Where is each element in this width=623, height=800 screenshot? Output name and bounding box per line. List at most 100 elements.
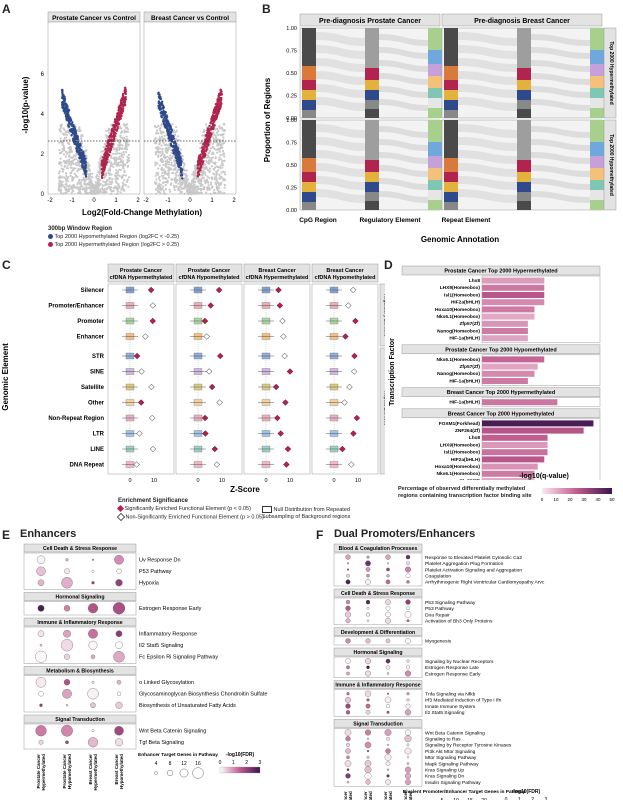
dotplot-color-tick: 0: [505, 797, 508, 800]
dotplot-dot: [366, 698, 370, 702]
dotplot-dot: [346, 573, 350, 578]
dotplot-dot: [405, 779, 411, 785]
dotplot-color-tick: 0: [219, 760, 222, 766]
dotplot-term-label: Tgf Beta Signaling: [139, 740, 184, 746]
dotplot-term-label: P53 Signaling Pathway: [425, 600, 476, 606]
dotplot-size-tick: 5: [441, 798, 444, 800]
dotplot-col-label: Prostate Cancer: [343, 791, 348, 800]
dotplot-term-label: Il2 Stat5 Signaling: [425, 710, 465, 716]
panel-d-legend-tick: 40: [595, 497, 601, 502]
panel-a-xtick: -1: [165, 198, 171, 204]
dotplot-color-tick: 2: [245, 760, 248, 766]
dotplot-dot: [405, 566, 411, 573]
dotplot-dot: [91, 680, 95, 684]
panel-c-row-label: Other: [88, 401, 105, 407]
panel-b-ylabel: Proportion of Regions: [263, 77, 272, 162]
panel-d-tf-label: FOXM1(Forkhead): [439, 421, 481, 427]
dotplot-term-label: Hypoxia: [139, 581, 160, 587]
panel-c-xlabel: Z-Score: [230, 485, 260, 494]
dotplot-group-title: Cell Death & Stress Response: [43, 546, 117, 552]
dotplot-dot: [63, 605, 71, 612]
dotplot-dot: [404, 735, 412, 743]
panel-d-tf-label: Nanog(Homeobox): [437, 328, 480, 334]
dotplot-dot: [365, 729, 371, 736]
dotplot-term-label: Pi3k Akt Mtor Signaling: [425, 749, 476, 755]
dotplot-group-title: Signal Transduction: [55, 717, 105, 723]
panel-a-xtick: 0: [92, 198, 96, 204]
panel-c-xtick: 10: [287, 478, 293, 484]
panel-a-ytick: 2: [41, 152, 45, 158]
panel-d-tf-label: Isl1(Homeobox): [444, 450, 480, 456]
dotplot-dot: [386, 567, 390, 572]
panel-c-row-label: STR: [92, 354, 105, 360]
panel-c-xtick: 0: [332, 478, 335, 484]
panel-b-ytick: 0.00: [286, 116, 297, 122]
dotplot-term-label: Glycosaminoglycan Biosynthesis Chondroit…: [139, 692, 267, 698]
panel-d-tf-label: Lhx8: [469, 435, 481, 441]
dotplot-dot: [346, 743, 350, 747]
dotplot-dot: [385, 665, 391, 670]
dotplot-dot: [386, 743, 390, 746]
dotplot-dot: [345, 579, 351, 585]
panel-d-bar: [482, 328, 528, 334]
dotplot-dot: [35, 650, 47, 663]
panel-d-legend-tick: 10: [553, 497, 559, 502]
dotplot-term-label: Kras Signaling Up: [425, 768, 464, 774]
panel-e-label: E: [2, 528, 11, 542]
dotplot-dot: [404, 611, 412, 618]
dotplot-term-label: Wnt Beta Catenin Signaling: [139, 729, 206, 735]
panel-c-col-title: Breast Cancer: [258, 268, 296, 274]
dotplot-dot: [365, 658, 371, 665]
dotplot-dot: [114, 726, 124, 736]
dotplot-col-label: Hypermethylated: [93, 754, 98, 791]
dotplot-dot: [385, 779, 391, 785]
panel-c-row-label: Promoter: [77, 319, 104, 325]
dotplot-dot: [115, 630, 123, 637]
dotplot-dot: [385, 599, 391, 605]
dotplot-dot: [406, 692, 410, 696]
dotplot-color-legend-title: -log10(FDR): [512, 789, 541, 795]
dotplot-term-label: Estrogen Response Early: [425, 671, 481, 677]
dotplot-dot: [345, 638, 351, 644]
dotplot-dot: [385, 611, 391, 618]
dotplot-dot: [365, 567, 371, 572]
panel-d-tf-label: Zfp57(Zf): [459, 321, 480, 327]
dotplot-color-tick: 1: [232, 760, 235, 766]
dotplot-term-label: Platelet Aggregation Plug Formation: [425, 561, 504, 567]
dotplot-dot: [116, 691, 122, 696]
panel-d-tf-label: Zfp57(Zf): [459, 478, 480, 480]
dotplot-size-tick: 8: [169, 761, 172, 767]
dotplot-size-tick: 15: [467, 798, 473, 800]
dotplot-term-label: Signaling by Nuclear Receptors: [425, 659, 494, 665]
panel-d-bar: [482, 277, 545, 284]
dotplot-dot: [91, 569, 95, 573]
panel-b-ytick: 0.25: [286, 94, 297, 100]
dotplot-term-label: P53 Pathway: [139, 569, 172, 575]
dotplot-dot: [365, 709, 371, 715]
dotplot-dot: [345, 618, 351, 624]
panel-a-xtick: 0: [188, 198, 192, 204]
dotplot-term-label: Coagulation: [425, 574, 451, 580]
dotplot-term-label: Estrogen Response Early: [139, 606, 202, 612]
dotplot-dot: [345, 605, 351, 611]
panel-c-legend-sig: Significantly Enriched Functional Elemen…: [116, 505, 251, 513]
dotplot-dot: [37, 604, 45, 612]
dotplot-group-title: Metabolism & Biosynthesis: [46, 669, 114, 675]
panel-c-col-title: cfDNA Hypermethylated: [246, 275, 309, 281]
dotplot-dot: [365, 560, 371, 567]
dotplot-dot: [405, 573, 411, 579]
panel-d-bar: [482, 420, 594, 427]
dotplot-dot: [406, 619, 410, 623]
panel-d-bar: [482, 378, 528, 384]
panel-d-bar: [482, 320, 528, 327]
dotplot-term-label: Response to Elevated Platelet Cytosolic …: [425, 555, 522, 561]
panel-d-tf-label: Nkx6.1(Homeobox): [437, 314, 481, 320]
dotplot-term-label: Platelet Activation Signaling and Aggreg…: [425, 567, 522, 573]
dotplot-dot: [346, 768, 350, 771]
panel-d-legend-tick: 50: [609, 497, 615, 502]
panel-c-ylabel: Genomic Element: [1, 343, 10, 411]
dotplot-dot: [346, 665, 350, 670]
dotplot-size-tick: 20: [481, 798, 487, 800]
dotplot-dot: [386, 672, 390, 675]
